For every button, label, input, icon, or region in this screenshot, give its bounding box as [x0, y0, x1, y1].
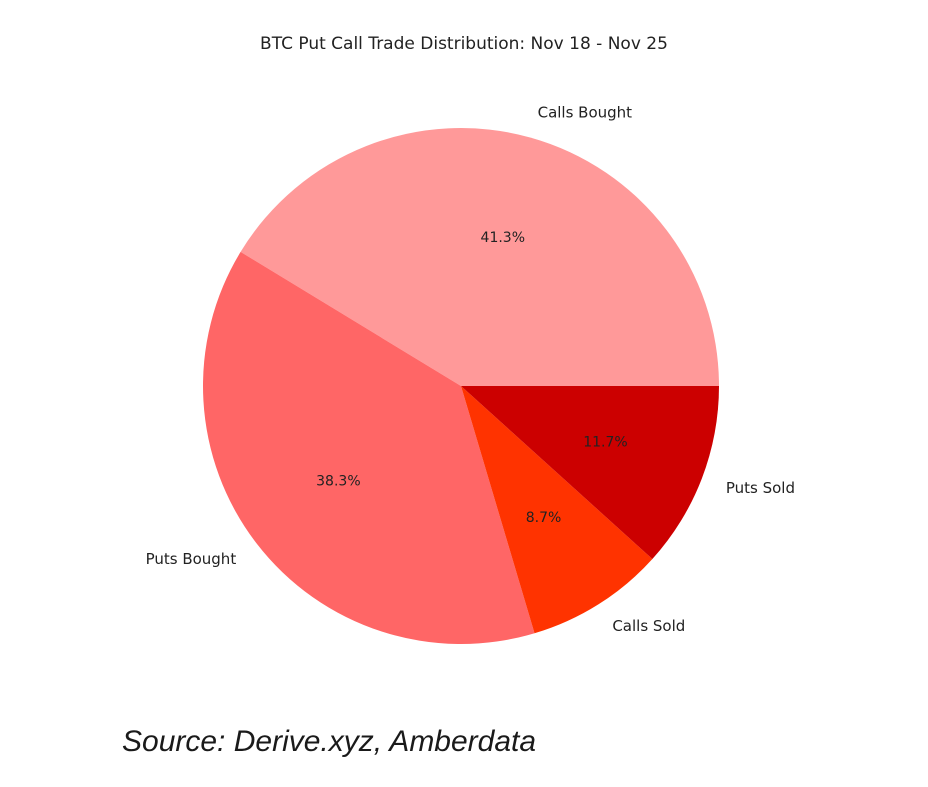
slice-category-label: Puts Bought	[146, 550, 237, 568]
source-caption: Source: Derive.xyz, Amberdata	[122, 725, 537, 758]
slice-category-label: Puts Sold	[726, 479, 795, 497]
pie-slice-calls-bought	[240, 128, 719, 386]
pie-slice-puts-sold	[461, 386, 719, 560]
slice-percent-label: 8.7%	[526, 510, 562, 526]
slice-category-label: Calls Bought	[538, 104, 633, 122]
slice-percent-label: 41.3%	[481, 230, 525, 246]
pie-slice-calls-sold	[461, 386, 653, 634]
slice-category-label: Calls Sold	[612, 617, 685, 635]
pie-slice-puts-bought	[202, 251, 535, 645]
chart-title: BTC Put Call Trade Distribution: Nov 18 …	[260, 34, 668, 54]
slice-percent-label: 11.7%	[583, 435, 627, 451]
slice-percent-label: 38.3%	[316, 473, 360, 489]
